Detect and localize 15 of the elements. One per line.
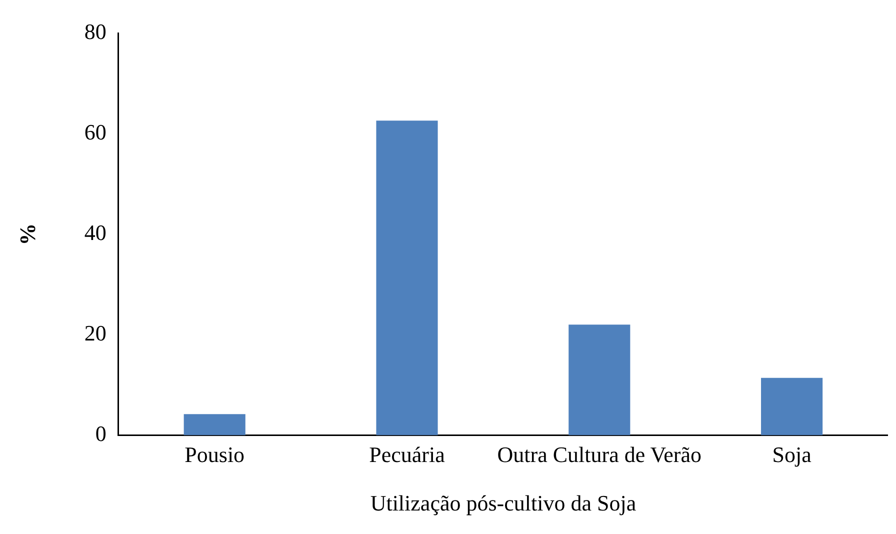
x-tick-label: Outra Cultura de Verão	[497, 442, 702, 468]
bar	[761, 378, 823, 436]
x-tick-label: Pecuária	[369, 442, 446, 468]
y-tick-label: 40	[84, 220, 106, 245]
bar	[376, 120, 438, 436]
x-axis-title: Utilização pós-cultivo da Soja	[370, 490, 636, 516]
y-tick-label: 80	[84, 18, 106, 44]
x-tick-label: Soja	[772, 442, 812, 468]
y-axis-title: %	[14, 223, 40, 246]
y-tick-label: 20	[84, 320, 106, 346]
y-tick-label: 60	[84, 119, 106, 144]
bar	[184, 414, 246, 436]
x-tick-label: Pousio	[184, 442, 245, 468]
bar	[568, 324, 630, 436]
y-tick-label: 0	[95, 420, 106, 446]
